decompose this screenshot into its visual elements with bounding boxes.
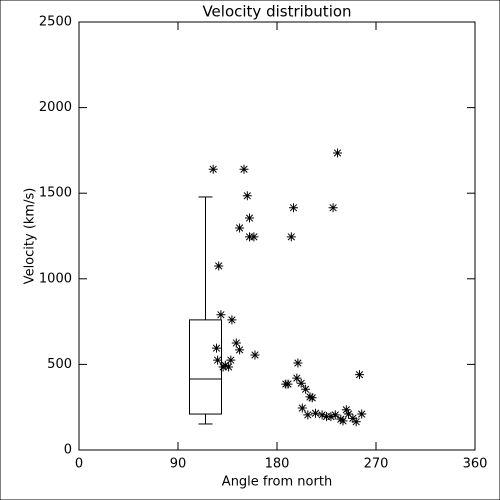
y-tick-label: 1000 xyxy=(39,271,72,286)
y-tick-label: 2500 xyxy=(39,15,72,30)
point xyxy=(348,413,358,423)
point xyxy=(249,232,259,242)
point xyxy=(301,384,311,394)
point xyxy=(226,355,236,365)
y-tick-label: 0 xyxy=(64,443,72,458)
point xyxy=(216,310,226,320)
point xyxy=(297,403,307,413)
point xyxy=(357,409,367,419)
point xyxy=(231,338,241,348)
x-tick-label: 180 xyxy=(265,457,290,472)
x-tick-label: 90 xyxy=(170,457,187,472)
point xyxy=(286,232,296,242)
y-tick-label: 2000 xyxy=(39,100,72,115)
point xyxy=(242,191,252,201)
x-tick-label: 0 xyxy=(75,457,83,472)
point xyxy=(208,164,218,174)
point xyxy=(341,405,351,415)
point xyxy=(355,370,364,380)
point xyxy=(317,410,327,420)
point xyxy=(235,345,245,355)
point xyxy=(333,148,342,158)
point xyxy=(245,213,254,223)
x-axis-label: Angle from north xyxy=(222,475,332,490)
point xyxy=(338,416,348,426)
point xyxy=(250,350,260,360)
y-tick-label: 1500 xyxy=(39,186,72,201)
plot-frame xyxy=(78,21,476,451)
point xyxy=(328,203,338,213)
point xyxy=(224,362,234,372)
point xyxy=(235,223,245,233)
box xyxy=(189,319,222,415)
point xyxy=(212,343,221,353)
point xyxy=(293,358,303,368)
y-axis-label: Velocity (km/s) xyxy=(23,188,38,285)
point xyxy=(296,378,306,388)
point xyxy=(307,393,317,403)
x-tick-label: 270 xyxy=(364,457,389,472)
point xyxy=(311,408,320,418)
point xyxy=(239,164,249,174)
point xyxy=(214,261,224,271)
point xyxy=(283,379,293,389)
point xyxy=(351,417,361,427)
x-tick-label: 360 xyxy=(463,457,488,472)
y-tick-label: 500 xyxy=(47,357,72,372)
point xyxy=(330,410,340,420)
chart-title: Velocity distribution xyxy=(202,3,351,21)
point xyxy=(292,373,302,383)
point xyxy=(303,410,313,420)
point xyxy=(227,315,237,325)
point xyxy=(305,392,315,402)
point xyxy=(218,362,228,372)
point xyxy=(326,412,336,422)
point xyxy=(344,409,353,419)
point xyxy=(289,203,298,213)
point xyxy=(213,355,223,365)
